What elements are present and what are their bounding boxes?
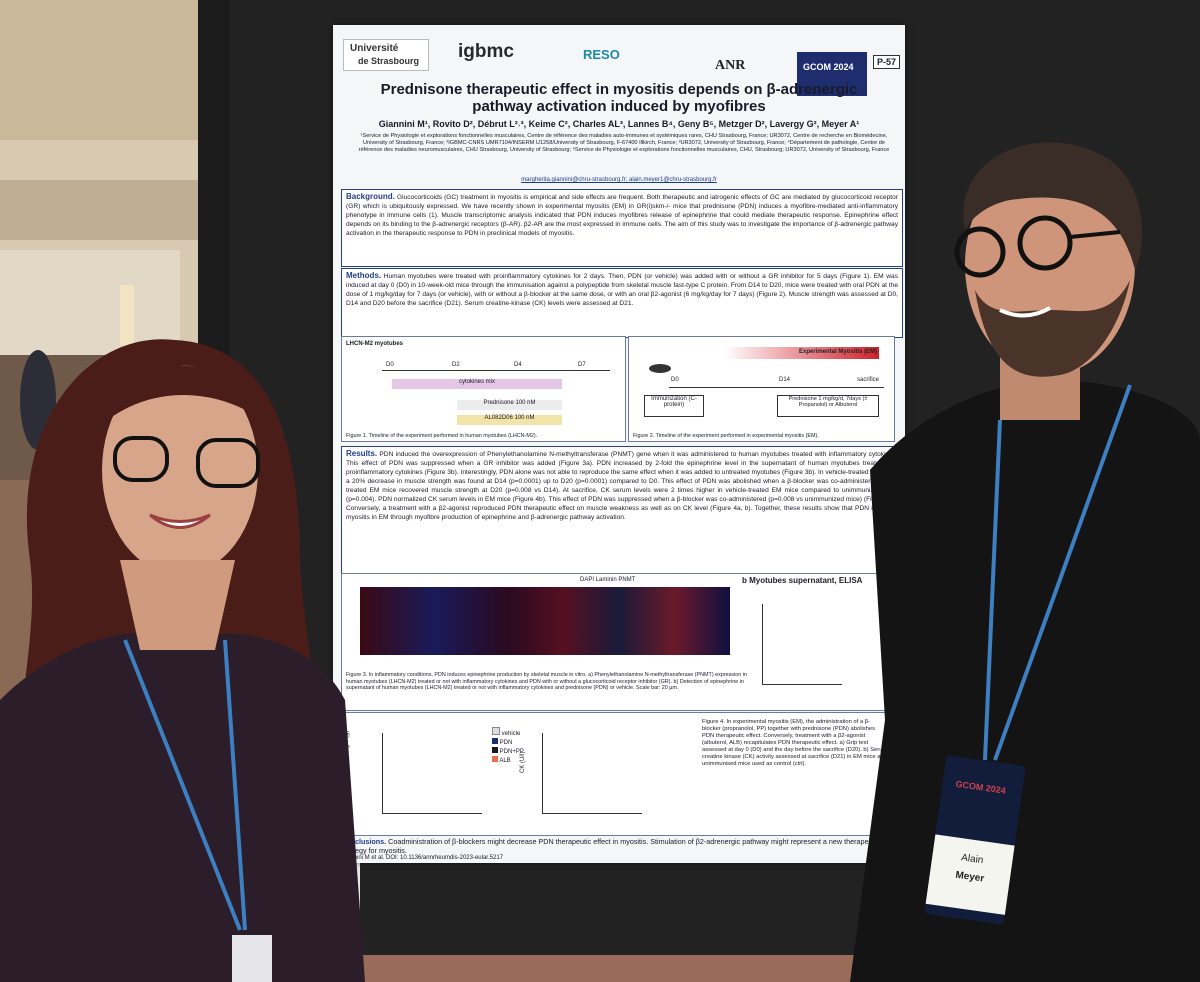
figure-caption: Figure 1. Timeline of the experiment per…	[346, 432, 538, 439]
figure-caption: Figure 4. In experimental myositis (EM),…	[702, 719, 888, 767]
legend: vehicle PDN PDN+PP ALB	[492, 727, 524, 765]
section-heading: Methods.	[346, 271, 382, 280]
section-text: Human myotubes were treated with proinfl…	[346, 273, 898, 307]
conclusions: Conclusions. Coadministration of β-block…	[341, 837, 893, 855]
axis	[382, 733, 383, 813]
fig-label: Prednisone 100 nM	[483, 400, 536, 406]
distant-person	[20, 350, 56, 450]
axis	[542, 733, 543, 813]
figure-3: DAPI Laminin PNMT b Myotubes supernatant…	[341, 573, 895, 711]
methods-section: Methods. Human myotubes were treated wit…	[341, 268, 903, 338]
timeline	[382, 370, 610, 371]
section-heading: Results.	[346, 449, 378, 458]
legend-entry: PDN	[492, 738, 524, 747]
logo-igbmc: igbmc	[458, 41, 514, 62]
fig-label: AL082D06 100 nM	[484, 415, 535, 421]
section-text: Coadministration of β-blockers might dec…	[341, 837, 880, 855]
emails: margherita.giannini@chru-strasbourg.fr; …	[521, 177, 717, 183]
fig-label: D4	[514, 362, 522, 368]
ceiling-beam	[0, 180, 210, 240]
authors: Giannini M¹, Rovito D², Débrut L²˒³, Kei…	[378, 119, 860, 129]
timeline	[669, 387, 884, 388]
myositis-gradient	[724, 347, 879, 359]
fig-label: LHCN-M2 myotubes	[346, 341, 404, 347]
affiliations: ¹Service de Physiologie et explorations …	[358, 133, 890, 153]
legend-label: ALB	[499, 758, 511, 764]
fig-label: cytokines mix	[458, 379, 495, 385]
section-text: Glucocorticoids (GC) treatment in myosit…	[346, 194, 898, 237]
treatment-box: Prednisone 1 mg/kg/d, 7days (± Propanolo…	[777, 395, 879, 417]
lamp	[120, 285, 134, 345]
logo-gcom: GCOM 2024	[797, 52, 867, 96]
section-text: PDN induced the overexpression of Phenyl…	[346, 451, 898, 521]
cytokines-bar: cytokines mix	[392, 379, 562, 389]
poster-number: P-57	[873, 55, 901, 69]
micrographs	[360, 587, 730, 655]
axis	[542, 813, 642, 814]
reference: Giannini M et al. DOI: 10.1136/annrheumd…	[341, 855, 503, 861]
logo-box: Université de Strasbourg	[343, 39, 429, 71]
immunization-box: Immunization (C-protein)	[644, 395, 704, 417]
legend-label: PDN	[499, 740, 513, 746]
fig-label: D7	[578, 362, 586, 368]
poster-title: Prednisone therapeutic effect in myositi…	[380, 81, 858, 115]
figure-2: Experimental Myositis (EM) D0 D14 sacrif…	[628, 336, 895, 442]
logo-university: de Strasbourg	[358, 56, 420, 66]
wall	[0, 250, 180, 360]
axis-title: CK (U/l)	[520, 751, 526, 773]
poster: Université de Strasbourg igbmc RESO ANR …	[333, 25, 905, 863]
legend-entry: ALB	[492, 756, 524, 765]
figure-caption: Figure 3. In inflammatory conditions, PD…	[346, 672, 747, 691]
axis	[382, 813, 482, 814]
legend-entry: vehicle	[492, 727, 524, 738]
figure-1: LHCN-M2 myotubes D0 D2 D4 D7 cytokines m…	[341, 336, 626, 442]
logo-anr: ANR	[715, 58, 746, 73]
logo-gcom-text: GCOM 2024	[803, 62, 854, 72]
fig-title: b Myotubes supernatant, ELISA	[742, 576, 863, 585]
ceiling	[0, 0, 210, 140]
mouse-icon	[649, 364, 671, 373]
fig-label: Prednisone 1 mg/kg/d, 7days (± Propanolo…	[788, 396, 868, 408]
inhibitor-bar: AL082D06 100 nM	[457, 415, 562, 425]
legend-label: vehicle	[501, 731, 521, 737]
figure-caption: Figure 2. Timeline of the experiment per…	[633, 432, 819, 439]
logo-reso: RESO	[583, 47, 620, 62]
axis	[762, 604, 763, 684]
figure-4: grip strength (g) vehicle PDN PDN+PP ALB…	[341, 712, 895, 836]
background-section: Background. Glucocorticoids (GC) treatme…	[341, 189, 903, 267]
fig-label: Immunization (C-protein)	[651, 396, 697, 408]
axis-title: grip strength (g)	[344, 730, 350, 773]
logo-university: Université	[350, 43, 399, 54]
carpet	[0, 480, 210, 982]
fig-label: DAPI Laminin PNMT	[580, 577, 636, 583]
fig-label: D14	[779, 377, 791, 383]
fig-label: sacrifice	[857, 377, 880, 383]
section-heading: Conclusions.	[341, 837, 387, 846]
section-heading: Background.	[346, 192, 395, 201]
axis	[762, 684, 842, 685]
prednisone-bar: Prednisone 100 nM	[457, 400, 562, 410]
poster-edge	[350, 860, 360, 950]
legend-entry: PDN+PP	[492, 747, 524, 756]
fig-label: D0	[671, 377, 679, 383]
results-section: Results. PDN induced the overexpression …	[341, 446, 903, 576]
fig-label: Experimental Myositis (EM)	[799, 349, 878, 355]
floor	[340, 955, 860, 982]
fig-label: D2	[452, 362, 460, 368]
legend-label: PDN+PP	[499, 749, 524, 755]
fig-label: D0	[386, 362, 394, 368]
